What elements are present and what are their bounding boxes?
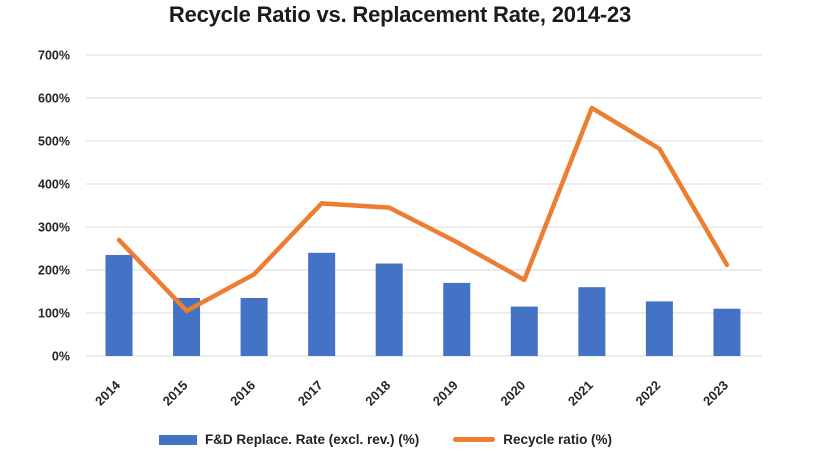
- y-tick-label: 700%: [38, 49, 70, 63]
- bar-series-swatch: [158, 434, 197, 445]
- chart-legend: F&D Replace. Rate (excl. rev.) (%) Recyc…: [0, 432, 801, 447]
- x-tick-label: 2016: [227, 378, 258, 409]
- legend-item-replacement-rate: F&D Replace. Rate (excl. rev.) (%): [158, 432, 420, 447]
- x-tick-label: 2015: [160, 378, 191, 409]
- y-tick-label: 400%: [38, 178, 70, 192]
- bar-2021: [578, 287, 606, 356]
- y-tick-label: 300%: [38, 221, 70, 235]
- y-tick-label: 600%: [38, 92, 70, 106]
- line-series-swatch: [453, 437, 496, 442]
- x-tick-label: 2023: [700, 378, 731, 409]
- y-tick-label: 200%: [38, 264, 70, 278]
- legend-label-replacement-rate: F&D Replace. Rate (excl. rev.) (%): [204, 432, 420, 447]
- x-tick-label: 2018: [362, 378, 393, 409]
- bar-2018: [375, 263, 403, 356]
- bar-2014: [105, 254, 133, 356]
- bar-2020: [510, 306, 538, 356]
- bar-2019: [443, 282, 471, 356]
- legend-item-recycle-ratio: Recycle ratio (%): [453, 432, 612, 447]
- x-tick-label: 2017: [295, 378, 326, 409]
- y-tick-label: 100%: [38, 307, 70, 321]
- recycle-ratio-line: [116, 105, 730, 314]
- x-tick-label: 2022: [632, 378, 663, 409]
- legend-label-recycle-ratio: Recycle ratio (%): [503, 432, 613, 447]
- bar-2022: [645, 301, 673, 356]
- x-tick-label: 2021: [565, 378, 596, 409]
- y-tick-label: 500%: [38, 135, 70, 149]
- y-tick-label: 0%: [52, 350, 70, 364]
- bar-2016: [240, 297, 268, 356]
- bar-2023: [713, 308, 741, 356]
- x-tick-label: 2019: [430, 378, 461, 409]
- x-tick-label: 2020: [497, 378, 528, 409]
- x-tick-label: 2014: [92, 377, 124, 409]
- chart-title: Recycle Ratio vs. Replacement Rate, 2014…: [168, 2, 632, 27]
- bar-2017: [308, 252, 336, 356]
